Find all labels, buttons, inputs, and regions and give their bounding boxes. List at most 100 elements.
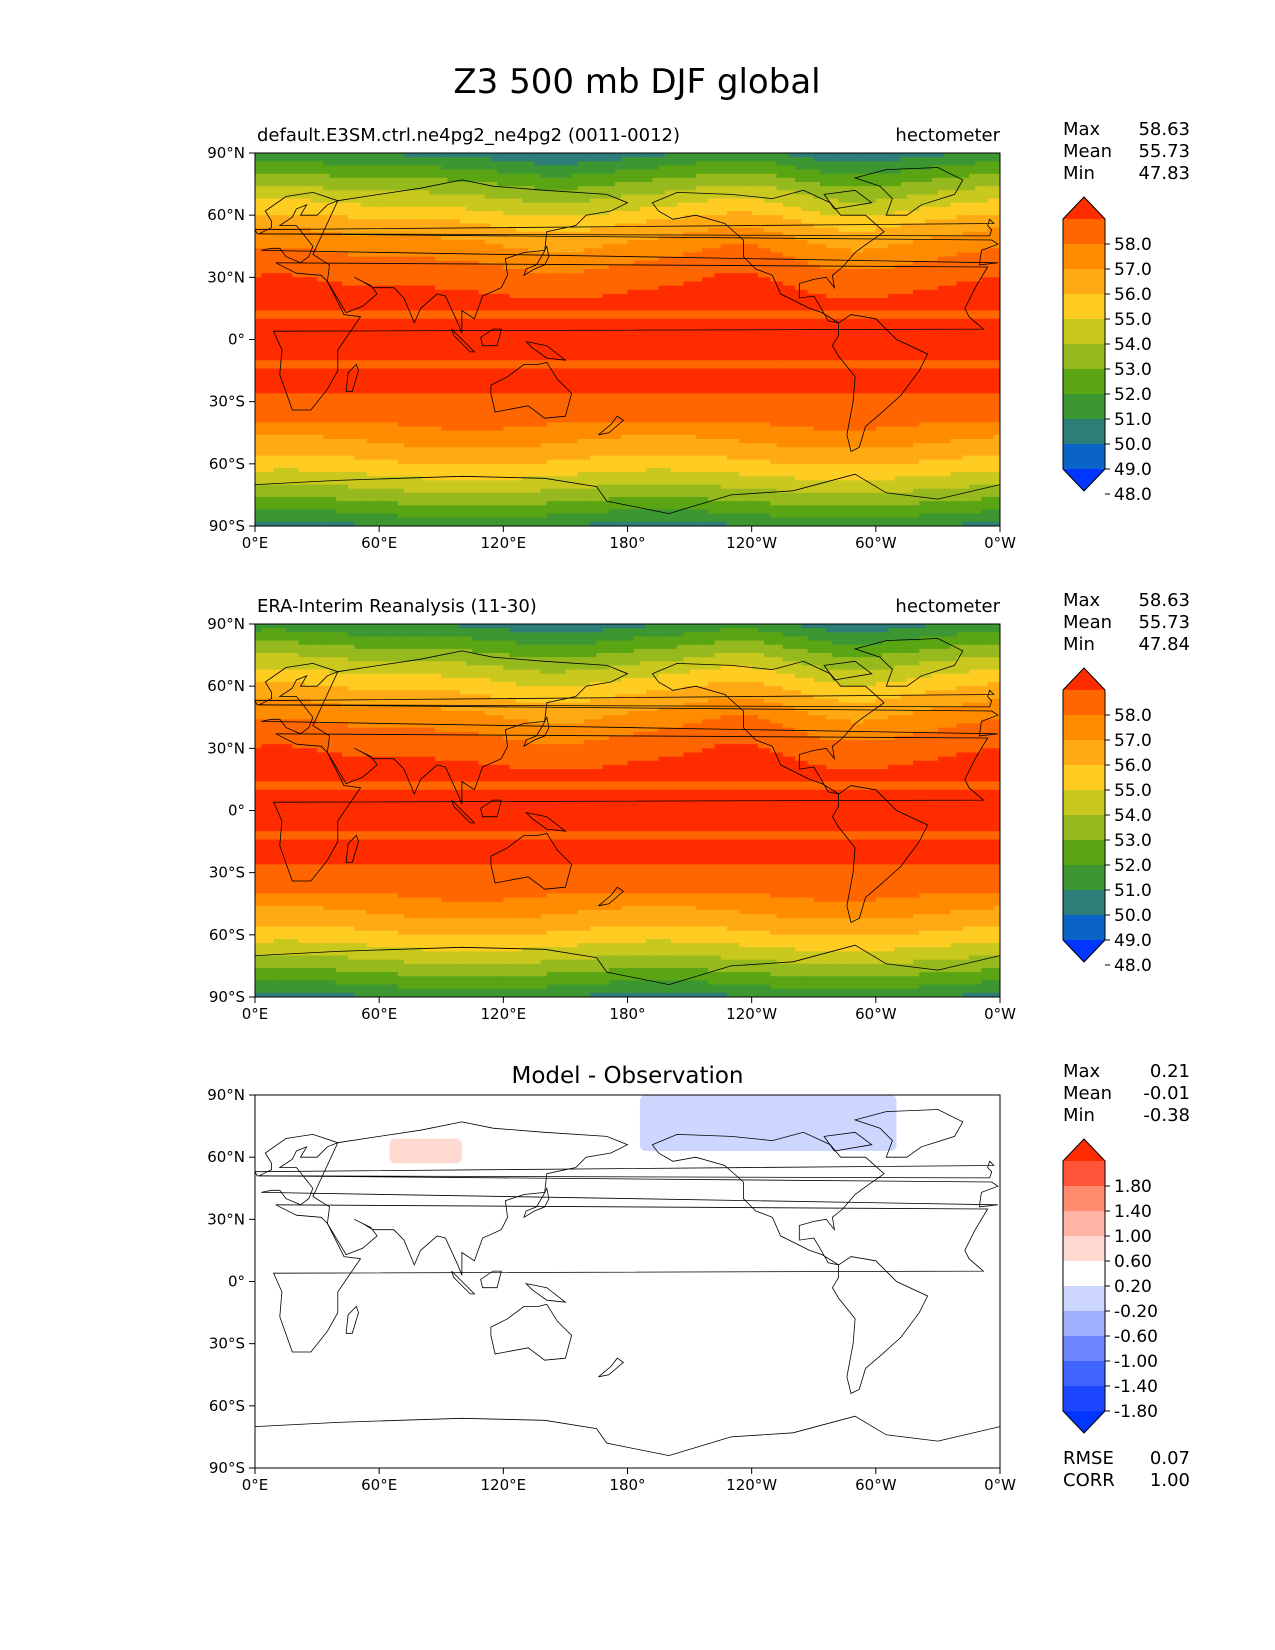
field-cell xyxy=(838,302,846,307)
field-cell xyxy=(497,318,504,324)
field-cell xyxy=(540,190,548,196)
field-cell xyxy=(466,206,473,212)
field-cell xyxy=(310,277,318,283)
field-cell xyxy=(739,165,747,171)
field-cell xyxy=(360,314,368,320)
field-cell xyxy=(677,285,684,291)
field-cell xyxy=(546,298,554,303)
field-cell xyxy=(652,235,660,241)
field-cell xyxy=(677,306,684,312)
field-cell xyxy=(937,235,945,241)
field-cell xyxy=(348,206,355,212)
field-cell xyxy=(745,169,753,175)
field-cell xyxy=(913,215,920,220)
field-cell xyxy=(906,206,914,212)
field-cell xyxy=(708,289,716,295)
field-cell xyxy=(317,281,324,287)
field-cell xyxy=(689,260,697,266)
field-cell xyxy=(304,277,312,283)
field-cell xyxy=(851,202,858,208)
field-cell xyxy=(428,182,436,187)
field-cell xyxy=(534,285,542,291)
field-cell xyxy=(472,273,480,278)
field-cell xyxy=(857,277,865,283)
field-cell xyxy=(348,227,355,233)
field-cell xyxy=(410,285,418,291)
field-cell xyxy=(335,285,343,291)
field-cell xyxy=(404,165,411,171)
field-cell xyxy=(360,211,368,216)
field-cell xyxy=(509,277,517,283)
field-cell xyxy=(851,285,858,291)
field-cell xyxy=(608,190,616,196)
field-cell xyxy=(863,231,871,237)
field-cell xyxy=(621,277,629,283)
field-cell xyxy=(993,298,1000,303)
field-cell xyxy=(857,273,865,278)
field-cell xyxy=(906,314,914,320)
field-cell xyxy=(553,165,560,171)
field-cell xyxy=(807,215,815,220)
field-cell xyxy=(689,264,697,270)
field-cell xyxy=(745,314,753,320)
field-cell xyxy=(639,198,647,204)
field-cell xyxy=(509,190,517,196)
field-cell xyxy=(279,310,287,316)
field-cell xyxy=(441,190,449,196)
field-cell xyxy=(310,240,318,245)
field-cell xyxy=(267,260,275,266)
field-cell xyxy=(627,264,635,270)
field-cell xyxy=(416,260,424,266)
field-cell xyxy=(298,235,306,241)
field-cell xyxy=(372,298,380,303)
field-cell xyxy=(875,256,883,262)
field-cell xyxy=(497,248,504,254)
field-cell xyxy=(844,285,852,291)
field-cell xyxy=(739,190,747,196)
field-cell xyxy=(956,281,964,287)
field-cell xyxy=(503,182,511,187)
field-cell xyxy=(447,318,455,324)
field-cell xyxy=(776,260,784,266)
field-cell xyxy=(683,269,691,274)
field-cell xyxy=(807,206,815,212)
field-cell xyxy=(410,194,418,200)
field-cell xyxy=(670,186,678,191)
field-cell xyxy=(844,260,852,266)
field-cell xyxy=(770,190,778,196)
field-cell xyxy=(677,186,684,191)
field-cell xyxy=(379,322,386,328)
field-cell xyxy=(702,269,709,274)
field-cell xyxy=(397,244,405,249)
field-cell xyxy=(888,314,896,320)
field-cell xyxy=(875,194,883,200)
field-cell xyxy=(826,244,833,249)
field-cell xyxy=(615,161,622,167)
field-cell xyxy=(993,264,1000,270)
field-cell xyxy=(565,161,573,167)
field-cell xyxy=(590,260,598,266)
field-cell xyxy=(615,256,622,262)
field-cell xyxy=(968,293,976,299)
field-cell xyxy=(286,211,293,216)
field-cell xyxy=(310,302,318,307)
field-cell xyxy=(292,198,300,204)
field-cell xyxy=(366,211,374,216)
field-cell xyxy=(385,322,393,328)
field-cell xyxy=(565,215,573,220)
field-cell xyxy=(559,223,567,229)
field-cell xyxy=(416,177,424,183)
field-cell xyxy=(844,194,852,200)
field-cell xyxy=(366,206,374,212)
field-cell xyxy=(987,186,995,191)
field-cell xyxy=(919,235,927,241)
field-cell xyxy=(441,240,449,245)
field-cell xyxy=(751,206,759,212)
field-cell xyxy=(267,306,275,312)
field-cell xyxy=(397,318,405,324)
field-cell xyxy=(435,240,442,245)
field-cell xyxy=(509,244,517,249)
field-cell xyxy=(702,190,709,196)
field-cell xyxy=(944,186,951,191)
field-cell xyxy=(695,281,703,287)
